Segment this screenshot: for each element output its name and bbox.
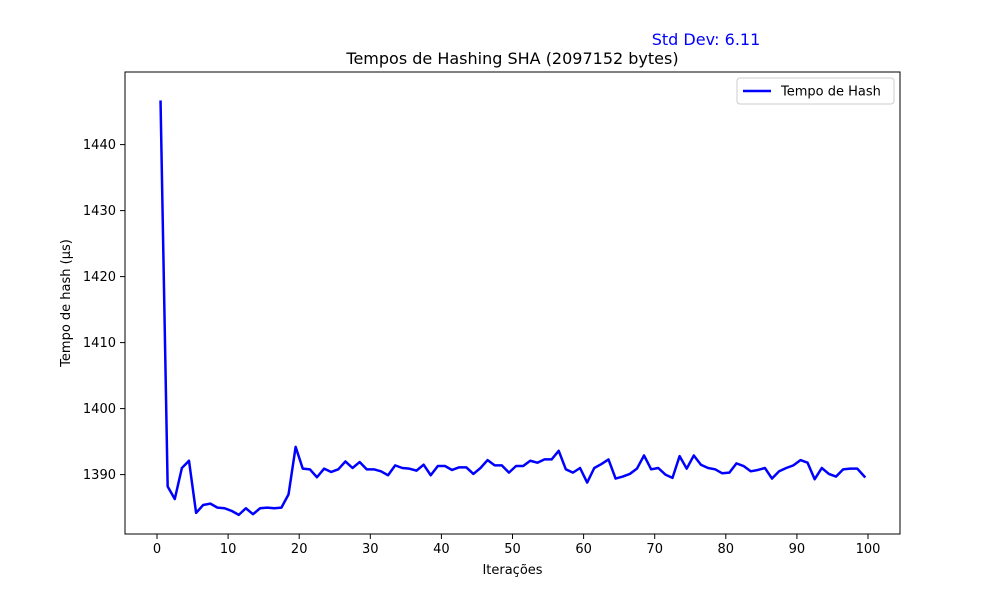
x-tick-label: 40 bbox=[433, 542, 450, 557]
y-axis: 1390 1400 1410 1420 1430 1440 bbox=[83, 138, 125, 483]
x-tick-label: 100 bbox=[856, 542, 881, 557]
y-tick-label: 1400 bbox=[83, 402, 116, 417]
y-tick-label: 1390 bbox=[83, 468, 116, 483]
legend-box bbox=[736, 77, 895, 105]
y-tick-label: 1440 bbox=[83, 138, 116, 153]
std-dev-annotation: Std Dev: 6.11 bbox=[652, 30, 761, 49]
x-tick-label: 50 bbox=[504, 542, 521, 557]
x-axis-title: Iterações bbox=[482, 563, 542, 578]
x-tick-label: 70 bbox=[646, 542, 663, 557]
series-layer bbox=[159, 100, 867, 517]
x-tick-label: 20 bbox=[291, 542, 308, 557]
x-tick-label: 10 bbox=[220, 542, 237, 557]
chart-title: Tempos de Hashing SHA (2097152 bytes) bbox=[345, 49, 678, 68]
series-line-0 bbox=[159, 100, 867, 517]
x-axis: 0 10 20 30 40 50 60 70 80 90 100 bbox=[153, 534, 881, 557]
x-tick-label: 60 bbox=[575, 542, 592, 557]
x-tick-label: 80 bbox=[718, 542, 735, 557]
y-tick-label: 1430 bbox=[83, 204, 116, 219]
legend: Tempo de Hash bbox=[736, 77, 895, 105]
x-tick-label: 90 bbox=[789, 542, 806, 557]
y-tick-label: 1410 bbox=[83, 336, 116, 351]
x-tick-label: 30 bbox=[362, 542, 379, 557]
legend-label: Tempo de Hash bbox=[780, 85, 881, 100]
y-axis-title: Tempo de hash (µs) bbox=[59, 239, 74, 368]
x-tick-label: 0 bbox=[153, 542, 161, 557]
plot-area: 0 10 20 30 40 50 60 70 80 90 100 13901400141014201… bbox=[83, 71, 901, 557]
y-tick-label: 1420 bbox=[83, 270, 116, 285]
